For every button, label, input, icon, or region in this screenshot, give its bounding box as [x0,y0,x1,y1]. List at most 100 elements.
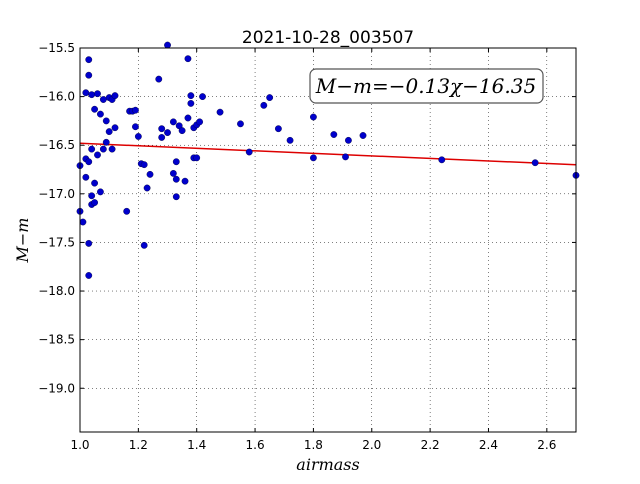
data-point [105,128,113,136]
plot-frame [79,47,577,433]
x-axis-label: airmass [296,455,359,474]
data-point [187,92,195,100]
data-point [91,179,98,187]
x-tick-label: 2.6 [537,438,556,452]
data-point [140,241,148,249]
data-point [140,161,148,169]
data-point [531,159,539,167]
data-point [169,118,177,126]
data-point [158,134,166,141]
data-point [164,129,171,136]
x-tick-label: 1.4 [187,438,206,452]
data-point [193,154,201,162]
y-tick-label: −15.5 [38,41,75,55]
x-tick-label: 1.8 [304,438,323,452]
data-point [342,153,349,161]
data-point [108,145,116,153]
data-point [102,138,110,146]
data-point [345,136,352,144]
data-point [178,127,186,135]
fit-equation-frame [309,68,544,104]
x-tick-label: 2.0 [362,438,381,452]
data-point [85,158,93,166]
data-point [134,133,142,140]
data-point [97,188,104,196]
data-point [79,218,87,226]
y-tick-label: −17.5 [38,235,75,249]
data-point [88,145,96,153]
y-tick-label: −18.0 [38,284,75,298]
fit-equation-box: M−m=−0.13χ−16.35 [309,68,544,104]
data-point [85,272,93,279]
ticks-layer: 1.0 1.2 1.4 1.6 1.8 2.0 2.2 2.4 2.6 −15.5 −16.0 −16… [38,41,576,452]
plot-area [80,48,576,432]
data-point [111,92,119,100]
data-point [85,240,93,247]
data-point [123,207,131,215]
data-point [88,192,96,200]
data-point [172,175,180,183]
data-point [88,91,96,99]
data-point [146,170,154,178]
y-tick-label: −16.0 [38,90,75,104]
data-point [330,131,338,138]
x-tick-label: 1.0 [70,438,89,452]
data-point [111,124,119,132]
data-point [99,145,107,153]
data-point [196,118,204,126]
x-tick-label: 2.2 [421,438,440,452]
data-point [172,193,180,201]
fit-line [79,142,577,166]
data-point [274,125,282,133]
points-layer [76,41,580,279]
y-axis-label: M−m [13,218,32,264]
data-point [132,106,139,114]
data-point [359,132,367,139]
data-point [438,156,446,164]
data-point [132,123,139,131]
data-point [99,96,107,103]
x-tick-label: 1.2 [129,438,148,452]
data-point [155,75,163,83]
data-point [181,177,189,185]
data-point [260,101,268,109]
data-point [310,113,317,121]
data-point [310,154,317,162]
y-tick-label: −19.0 [38,381,75,395]
data-point [85,56,93,64]
data-point [164,41,171,49]
data-point [94,90,101,98]
data-point [172,158,180,166]
fit-line-layer [79,142,577,166]
data-point [216,108,224,116]
data-point [158,125,166,133]
data-point [266,94,274,101]
data-point [187,100,195,107]
data-point [143,184,151,192]
y-tick-label: −18.5 [38,333,75,347]
fit-equation-rhs: =−0.13χ−16.35 [372,74,536,98]
data-point [82,89,90,97]
data-point [237,120,244,128]
data-point [199,93,206,101]
data-point [94,151,101,159]
data-point [286,136,294,144]
x-tick-label: 1.6 [246,438,265,452]
fit-equation-text: M−m=−0.13χ−16.35 [315,74,536,98]
data-point [169,170,177,177]
y-tick-label: −16.5 [38,138,75,152]
data-point [245,148,253,156]
data-point [85,71,93,79]
data-point [184,114,192,122]
data-point [97,110,104,118]
data-point [91,199,98,206]
fit-equation-lhs: M−m [315,74,372,98]
chart-title: 2021-10-28_003507 [242,28,414,48]
y-tick-label: −17.0 [38,187,75,201]
data-point [91,105,98,113]
data-point [184,55,192,63]
x-tick-label: 2.4 [479,438,498,452]
data-point [102,117,110,125]
